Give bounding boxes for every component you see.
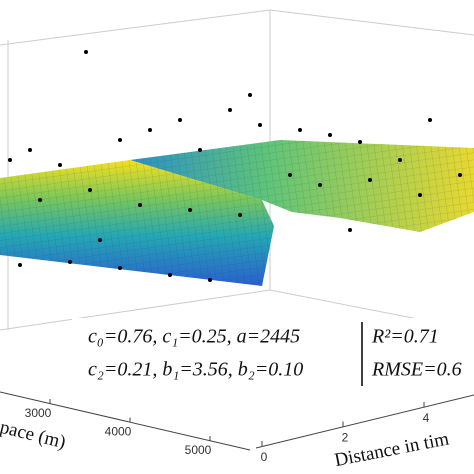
x-tick-label: 4000 xyxy=(105,425,132,439)
y-tick-label: 4 xyxy=(423,411,430,425)
annotation: R²=0.71 xyxy=(371,326,439,348)
surface xyxy=(0,140,474,286)
x-axis-label: pace (m) xyxy=(0,417,68,454)
x-tick-label: 3000 xyxy=(25,406,52,420)
annotation: RMSE=0.6 xyxy=(371,359,462,381)
scatter-points xyxy=(8,50,462,282)
annotation: c₀=0.76, c₁=0.25, a=2445 xyxy=(88,326,300,348)
front-axes xyxy=(0,391,474,451)
y-axis-label: Distance in tim xyxy=(333,428,451,471)
y-tick-label: 0 xyxy=(261,450,268,464)
annotation-box xyxy=(72,318,474,388)
x-tick-label: 5000 xyxy=(185,443,212,457)
y-tick-label: 2 xyxy=(342,431,349,445)
annotation: c₂=0.21, b₁=3.56, b₂=0.10 xyxy=(88,359,303,381)
